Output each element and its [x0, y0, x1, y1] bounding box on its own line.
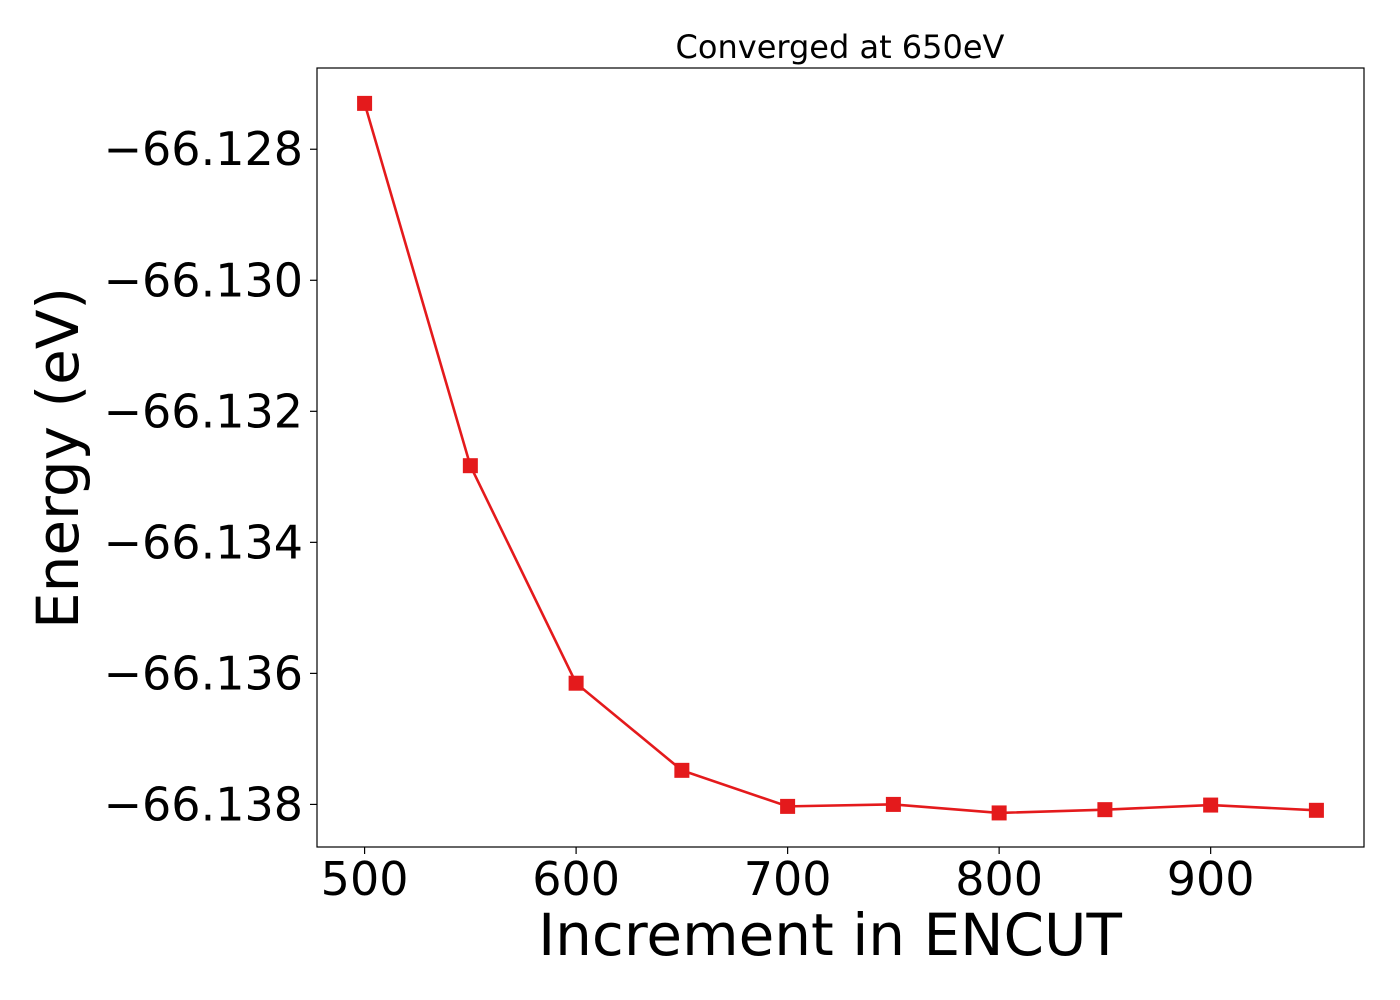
series-line	[363, 103, 1317, 815]
x-tick-label: 500	[321, 852, 409, 906]
data-point-marker	[674, 762, 690, 778]
data-point-marker	[780, 798, 796, 814]
x-tick-label: 700	[744, 852, 832, 906]
plot-series	[357, 95, 1324, 821]
data-point-marker	[1097, 802, 1113, 818]
data-point-marker	[991, 805, 1007, 821]
y-tick-label: −66.136	[104, 646, 304, 700]
x-tick-label: 600	[532, 852, 620, 906]
data-point-marker	[1308, 802, 1324, 818]
x-axis-label: Increment in ENCUT	[538, 901, 1122, 969]
y-axis-label: Energy (eV)	[24, 287, 92, 629]
plot-frame	[316, 67, 1365, 848]
y-tick-label: −66.130	[104, 253, 304, 307]
data-point-marker	[568, 675, 584, 691]
y-tick-label: −66.132	[104, 384, 304, 438]
y-tick-label: −66.128	[104, 122, 304, 176]
data-point-marker	[1203, 797, 1219, 813]
data-point-marker	[462, 458, 478, 474]
x-axis-ticks: 500 600 700 800 900	[321, 847, 1255, 906]
y-tick-label: −66.138	[104, 777, 304, 831]
chart-title: Converged at 650eV	[676, 28, 1005, 66]
x-tick-label: 800	[955, 852, 1043, 906]
data-point-marker	[357, 95, 373, 111]
y-tick-label: −66.134	[104, 515, 304, 569]
y-axis-ticks: −66.128 −66.130 −66.132 −66.134 −66.136 −66.1…	[104, 122, 317, 831]
data-point-marker	[885, 796, 901, 812]
x-tick-label: 900	[1167, 852, 1255, 906]
